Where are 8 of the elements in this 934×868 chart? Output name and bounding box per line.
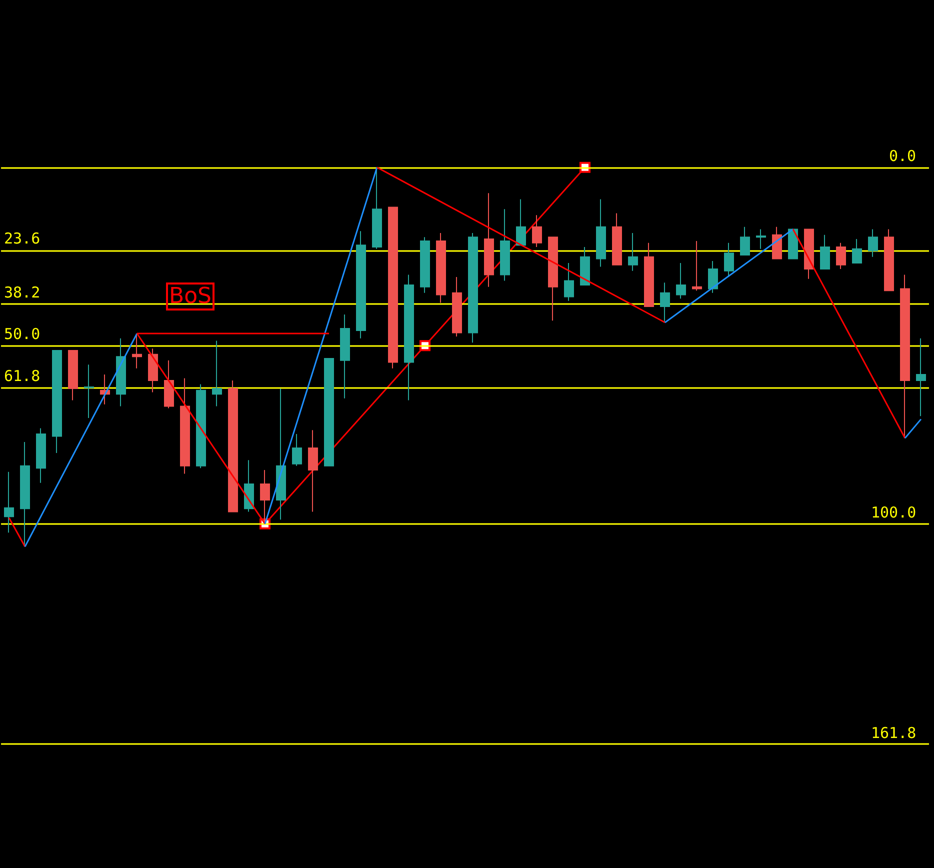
annotation: 61.8 xyxy=(4,366,40,385)
annotation: 23.6 xyxy=(4,230,40,248)
annotation: 100.0 xyxy=(871,503,916,522)
annotation: 0.0 xyxy=(889,146,916,165)
annotation: 50.0 xyxy=(4,325,40,344)
annotation: 38.2 xyxy=(4,283,40,302)
annotation: 161.8 xyxy=(871,724,916,742)
series-label: BoS xyxy=(169,284,212,309)
